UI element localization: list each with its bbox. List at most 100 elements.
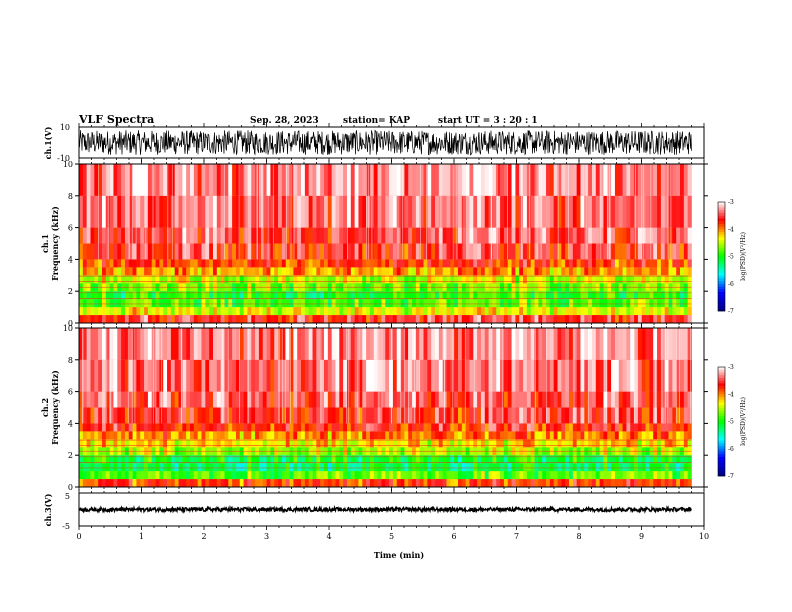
ch2-spectrogram-cell: [396, 463, 401, 472]
ch1-spectrogram-cell: [354, 299, 359, 308]
ch1-spectrogram-cell: [90, 291, 95, 300]
ch1-spectrogram-cell: [377, 195, 382, 228]
ch2-spectrogram-cell: [683, 328, 688, 360]
ch2-spectrogram-cell: [408, 423, 413, 432]
ch1-spectrogram-cell: [324, 275, 329, 284]
ch2-spectrogram-cell: [630, 407, 635, 424]
ch1-spectrogram-cell: [243, 195, 248, 228]
ch2-spectrogram-cell: [496, 423, 501, 432]
colorbar-cell: [718, 377, 725, 381]
ch2-spectrogram-cell: [630, 463, 635, 472]
colorbar-tick-label: -4: [728, 391, 734, 398]
ch2-spectrogram-cell: [450, 463, 455, 472]
ch2-spectrogram-cell: [442, 455, 447, 464]
ch1-spectrogram-cell: [469, 227, 474, 244]
ch1-spectrogram-cell: [538, 275, 543, 284]
ch2-spectrogram-cell: [396, 455, 401, 464]
ch1-spectrogram-cell: [557, 275, 562, 284]
ch1-spectrogram-cell: [182, 267, 187, 276]
ch1-spectrogram-cell: [239, 267, 244, 276]
ch1-spectrogram-cell: [676, 299, 681, 308]
ch1-spectrogram-cell: [511, 164, 516, 196]
ch1-spectrogram-cell: [155, 315, 160, 323]
ch1-spectrogram-cell: [243, 243, 248, 260]
ch1-spectrogram-streak: [670, 164, 672, 260]
ch1-spectrogram-cell: [680, 243, 685, 260]
ch1-spectrogram-streak: [367, 164, 369, 260]
ch1-spectrogram-cell: [404, 299, 409, 308]
colorbar-tick-label: -5: [728, 419, 734, 426]
ch1-spectrogram-cell: [320, 275, 325, 284]
ch1-spectrogram-cell: [473, 267, 478, 276]
ch1-spectrogram-cell: [622, 164, 627, 196]
ch2-spectrogram-cell: [538, 328, 543, 360]
ch1-spectrogram-cell: [569, 291, 574, 300]
ch2-spectrogram-cell: [90, 423, 95, 432]
ch1-spectrogram-cell: [584, 315, 589, 323]
ch2-spectrogram-cell: [136, 391, 141, 408]
ch2-spectrogram-cell: [438, 471, 443, 480]
ch1-spectrogram-cell: [442, 315, 447, 323]
ch1-spectrogram-cell: [408, 275, 413, 284]
ytick-label: 6: [68, 388, 73, 397]
ch2-spectrogram-cell: [465, 455, 470, 464]
ch2-spectrogram-cell: [576, 455, 581, 464]
ch2-spectrogram-cell: [251, 359, 256, 392]
ch1-spectrogram-cell: [147, 267, 153, 276]
ch1-spectrogram-cell: [668, 275, 673, 284]
ch2-spectrogram-cell: [281, 391, 287, 408]
ch1-spectrogram-cell: [174, 267, 179, 276]
ch1-spectrogram-cell: [572, 275, 577, 284]
ch1-spectrogram-cell: [580, 195, 585, 228]
ch2-spectrogram-cell: [316, 407, 321, 424]
ch1-spectrogram-cell: [301, 195, 306, 228]
ch2-spectrogram-streak: [348, 328, 350, 424]
ch1-spectrogram-cell: [147, 227, 153, 244]
ch1-spectrogram-cell: [480, 267, 486, 276]
ch2-spectrogram-cell: [622, 359, 627, 392]
ch1-spectrogram-cell: [209, 227, 214, 244]
ch2-spectrogram-cell: [530, 391, 535, 408]
ch2-spectrogram-cell: [258, 407, 264, 424]
ch1-spectrogram-cell: [442, 267, 447, 276]
ch2-spectrogram-cell: [519, 479, 524, 487]
ch1-spectrogram-cell: [90, 299, 95, 308]
ch1-spectrogram-cell: [124, 164, 130, 196]
ch1-spectrogram-streak: [129, 164, 130, 260]
ch2-spectrogram-cell: [465, 471, 470, 480]
ch2-spectrogram-cell: [140, 423, 145, 432]
ch2-spectrogram-cell: [530, 439, 535, 448]
ch2-spectrogram-cell: [435, 423, 440, 432]
ch1-spectrogram-cell: [496, 195, 501, 228]
ch2-spectrogram-cell: [431, 463, 436, 472]
ch1-spectrogram-cell: [358, 195, 363, 228]
ch2-spectrogram-cell: [588, 431, 593, 440]
ch2-spectrogram-cell: [155, 431, 160, 440]
colorbar-cell: [718, 245, 725, 249]
ch2-spectrogram-cell: [121, 423, 126, 432]
ch2-spectrogram-cell: [255, 431, 260, 440]
ch1-spectrogram-cell: [262, 259, 267, 268]
ch1-spectrogram-cell: [431, 243, 436, 260]
ch1-spectrogram-cell: [595, 195, 600, 228]
ch2-spectrogram-cell: [385, 359, 390, 392]
ch2-spectrogram-cell: [419, 359, 424, 392]
ch2-spectrogram-cell: [255, 407, 260, 424]
ch2-spectrogram-cell: [465, 439, 470, 448]
ch1-spectrogram-cell: [339, 195, 344, 228]
ch1-spectrogram-cell: [159, 291, 164, 300]
ch1-spectrogram-cell: [553, 299, 558, 308]
ch1-spectrogram-cell: [266, 315, 271, 323]
ch2-spectrogram-cell: [591, 479, 597, 487]
ch2-spectrogram-cell: [82, 439, 87, 448]
ch2-spectrogram-cell: [216, 439, 221, 448]
ch2-spectrogram-cell: [247, 471, 252, 480]
ch1-spectrogram-cell: [526, 227, 532, 244]
ch2-spectrogram-cell: [151, 391, 156, 408]
ch1-spectrogram-cell: [274, 195, 279, 228]
ch1-spectrogram-cell: [561, 267, 566, 276]
ch1-spectrogram-cell: [312, 164, 317, 196]
ch1-spectrogram-cell: [618, 164, 623, 196]
ch1-spectrogram-cell: [239, 307, 244, 316]
colorbar-cell: [718, 405, 725, 409]
